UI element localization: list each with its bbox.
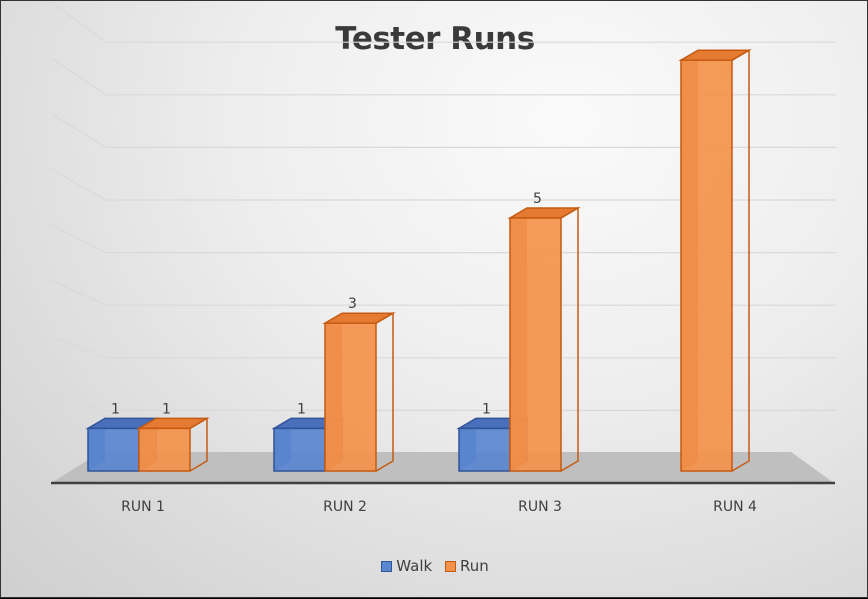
run-swatch-icon bbox=[444, 560, 456, 572]
walk-bar-front bbox=[87, 427, 140, 472]
gridline bbox=[50, 57, 836, 96]
run-bar-top bbox=[507, 207, 581, 219]
walk-bar-front bbox=[458, 427, 511, 472]
data-label: 1 bbox=[297, 401, 306, 417]
walk-swatch-icon bbox=[381, 560, 393, 572]
run-bar-front bbox=[509, 217, 562, 472]
category-label: RUN 4 bbox=[713, 499, 757, 515]
legend-item-run[interactable]: Run bbox=[444, 557, 489, 575]
run-bar-edge bbox=[731, 48, 750, 472]
legend-label: Walk bbox=[396, 557, 433, 575]
gridline bbox=[50, 224, 836, 254]
run-bar-top bbox=[678, 49, 752, 61]
run-bar-edge bbox=[560, 206, 579, 472]
category-label: RUN 2 bbox=[323, 499, 367, 515]
category-label: RUN 1 bbox=[121, 499, 165, 515]
gridline bbox=[50, 1, 836, 43]
floor bbox=[51, 452, 834, 483]
run-bar-front bbox=[680, 59, 733, 472]
gridline bbox=[50, 335, 836, 359]
data-label: 1 bbox=[482, 401, 491, 417]
run-bar-front bbox=[138, 427, 191, 472]
data-label: 3 bbox=[348, 296, 357, 312]
run-bar-edge bbox=[189, 417, 208, 472]
data-label: 5 bbox=[533, 191, 542, 207]
walk-bar-front bbox=[273, 427, 326, 472]
gridline bbox=[50, 390, 836, 411]
legend-label: Run bbox=[459, 557, 489, 575]
gridline bbox=[50, 279, 836, 306]
category-label: RUN 3 bbox=[518, 499, 562, 515]
run-bar-top bbox=[322, 312, 396, 324]
gridline bbox=[50, 168, 836, 201]
legend-item-walk[interactable]: Walk bbox=[381, 557, 432, 575]
chart-title: Tester Runs bbox=[335, 21, 535, 57]
gridline bbox=[50, 112, 836, 148]
data-label: 1 bbox=[162, 401, 171, 417]
run-bar-edge bbox=[375, 311, 394, 472]
run-bar-front bbox=[324, 322, 377, 472]
legend[interactable]: Walk Run bbox=[1, 557, 868, 576]
data-label: 1 bbox=[111, 401, 120, 417]
